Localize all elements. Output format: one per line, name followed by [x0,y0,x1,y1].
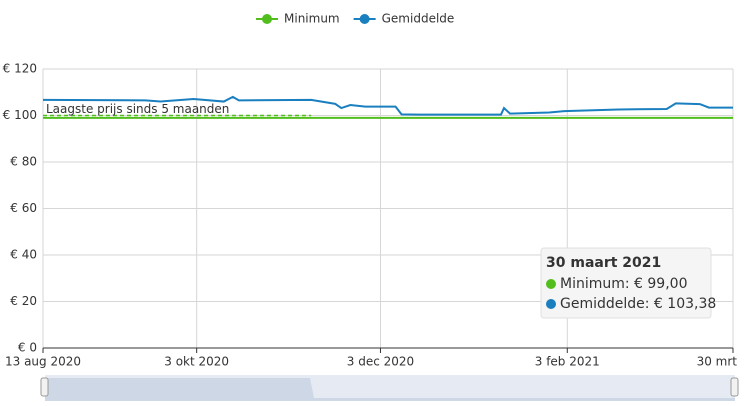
x-tick-label: 30 mrt [697,355,738,369]
navigator-series [45,378,735,401]
legend-marker [262,14,272,24]
y-tick-label: € 20 [10,294,37,308]
navigator-handle[interactable] [730,377,739,397]
tooltip: 30 maart 2021 Minimum: € 99,00 Gemiddelde:… [540,247,716,319]
tooltip-marker [546,279,556,289]
y-tick-label: € 100 [3,108,37,122]
legend-marker [359,14,370,24]
x-tick-label: 3 okt 2020 [164,355,229,369]
y-tick-label: € 0 [18,341,37,355]
y-tick-label: € 60 [10,201,37,215]
y-tick-label: € 120 [3,62,37,76]
series-line [42,95,734,116]
x-tick-label: 3 feb 2021 [535,355,600,369]
tooltip-line: Minimum: € 99,00 [560,276,687,292]
annotation-text: Laagste prijs sinds 5 maanden [46,102,229,116]
navigator-handle[interactable] [40,377,49,397]
tooltip-box [540,247,712,319]
y-tick-label: € 40 [10,248,37,262]
legend-label[interactable]: Minimum [284,12,340,26]
tooltip-line: Gemiddelde: € 103,38 [560,296,716,312]
y-tick-label: € 80 [10,155,37,169]
legend-label[interactable]: Gemiddelde [382,12,455,26]
legend: Minimum Gemiddelde [256,12,454,26]
x-tick-label: 3 dec 2020 [347,355,414,369]
tooltip-marker [546,299,556,309]
x-tick-label: 13 aug 2020 [5,355,81,369]
tooltip-title: 30 maart 2021 [546,255,661,271]
